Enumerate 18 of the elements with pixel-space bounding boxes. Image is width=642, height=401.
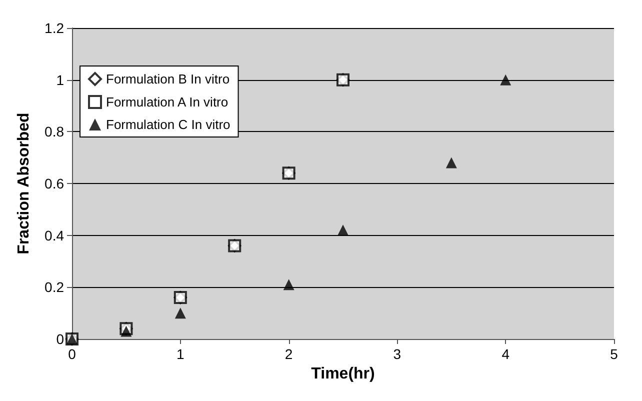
y-tick-label: 0.6 <box>44 176 64 192</box>
y-tick-label: 1.2 <box>44 20 64 36</box>
legend-label: Formulation C In vitro <box>106 117 230 132</box>
y-tick-label: 1 <box>56 72 64 88</box>
x-axis-title: Time(hr) <box>311 365 375 382</box>
y-tick-label: 0 <box>56 331 64 347</box>
x-tick-label: 3 <box>393 346 402 362</box>
x-tick-label: 5 <box>610 346 618 362</box>
y-tick-label: 0.2 <box>44 279 64 296</box>
y-tick-label: 0.8 <box>44 124 64 140</box>
legend-label: Formulation B In vitro <box>106 72 230 86</box>
x-tick-label: 0 <box>68 346 76 362</box>
legend-label: Formulation A In vitro <box>106 94 228 110</box>
x-tick-label: 1 <box>176 346 184 362</box>
y-tick-label: 0.4 <box>44 227 64 244</box>
x-tick-label: 4 <box>502 346 510 362</box>
y-axis-title: Fraction Absorbed <box>16 112 32 254</box>
x-tick-label: 2 <box>284 346 293 362</box>
